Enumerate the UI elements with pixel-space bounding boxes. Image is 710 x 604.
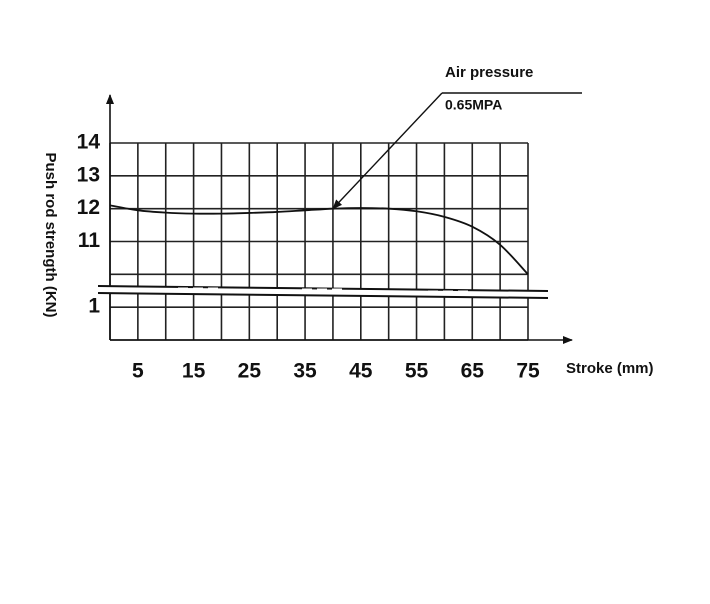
x-tick-label: 25 (238, 360, 262, 383)
y-tick-label: 12 (77, 196, 100, 219)
data-line (109, 204, 529, 275)
x-tick-label: 35 (293, 360, 317, 383)
x-tick-label: 75 (516, 360, 540, 383)
y-tick-label: 13 (77, 163, 100, 186)
x-tick-label: 45 (349, 360, 373, 383)
x-tick-label: 55 (405, 360, 429, 383)
annotation-arrow (332, 92, 443, 210)
annotation-text: 0.65MPA (445, 97, 502, 113)
x-tick-label: 5 (132, 360, 144, 383)
y-tick-label: 11 (78, 229, 101, 252)
annotation-text: Air pressure (445, 64, 533, 81)
y-axis-label: Push rod strength (KN) (42, 153, 59, 318)
x-tick-label: 65 (461, 360, 485, 383)
y-tick-label: 14 (77, 131, 101, 154)
x-axis-label: Stroke (mm) (566, 360, 654, 377)
grid (109, 142, 529, 341)
y-tick-label: 1 (88, 295, 100, 318)
x-tick-label: 15 (182, 360, 206, 383)
axis-break (97, 285, 549, 299)
